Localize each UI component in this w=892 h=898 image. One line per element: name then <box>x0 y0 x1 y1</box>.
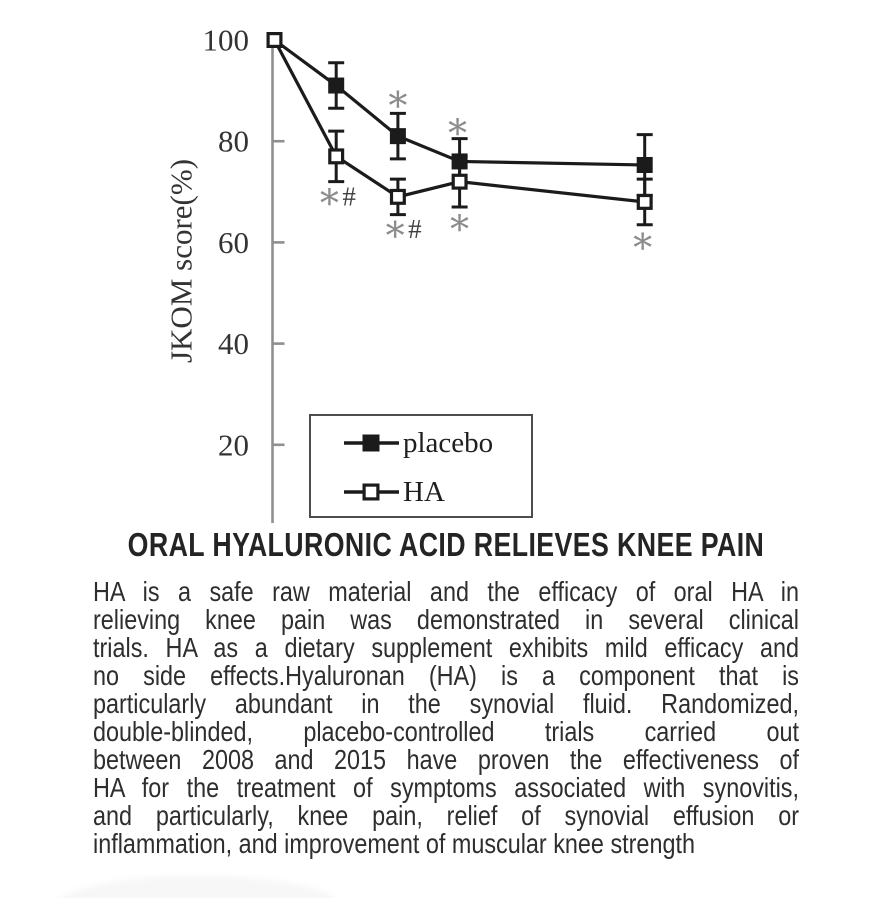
series-ha <box>266 31 653 227</box>
body-line: inflammation, and improvement of muscula… <box>93 828 695 859</box>
data-point-placebo <box>389 128 406 145</box>
body-line: HA for the treatment of symptoms associa… <box>93 772 799 803</box>
background-artifact <box>52 876 344 898</box>
body-line: trials. HA as a dietary supplement exhib… <box>93 632 799 663</box>
legend-entry-ha: HA <box>344 476 445 508</box>
legend-entry-placebo: placebo <box>344 427 493 459</box>
legend-label: placebo <box>403 427 493 459</box>
significance-marker: ∗ <box>447 202 473 244</box>
chart-canvas: 100 80 60 40 20 JKOM score(%) ∗ ∗ ∗# ∗# ∗ ∗ placebo H… <box>164 23 656 523</box>
body-line: HA is a safe raw material and the effica… <box>93 576 799 607</box>
y-tick-label: 80 <box>218 124 249 159</box>
y-tick-labels: 100 80 60 40 20 <box>203 23 250 463</box>
legend-label: HA <box>403 476 445 508</box>
data-point-ha <box>636 193 653 210</box>
significance-marker: ∗ <box>385 78 411 120</box>
legend-box <box>309 414 533 518</box>
legend-marker <box>362 483 380 501</box>
data-point-ha <box>451 173 468 190</box>
significance-marker: ∗# <box>382 208 422 250</box>
body-line: no side effects.Hyaluronan (HA) is a com… <box>93 660 799 691</box>
data-point-placebo <box>636 156 653 173</box>
data-point-ha <box>389 188 406 205</box>
y-axis-title: JKOM score(%) <box>164 159 199 363</box>
jkom-score-chart: 100 80 60 40 20 JKOM score(%) ∗ ∗ ∗# ∗# ∗ ∗ placebo H… <box>164 23 656 523</box>
y-tick-label: 100 <box>203 23 250 58</box>
data-point-ha <box>266 31 283 48</box>
significance-annotations: ∗ ∗ ∗# ∗# ∗ ∗ <box>317 78 656 262</box>
article-body: HA is a safe raw material and the effica… <box>93 578 799 858</box>
body-line: and particularly, knee pain, relief of s… <box>93 800 799 831</box>
y-tick-label: 20 <box>218 427 249 462</box>
significance-marker: ∗# <box>317 175 357 217</box>
article-title-wrap: ORAL HYALURONIC ACID RELIEVES KNEE PAIN <box>0 524 892 566</box>
y-tick-label: 40 <box>218 326 249 361</box>
legend: placebo HA <box>309 414 533 518</box>
body-line: particularly abundant in the synovial fl… <box>93 688 799 719</box>
y-tick-label: 60 <box>218 225 249 260</box>
data-point-placebo <box>328 77 345 94</box>
body-line: relieving knee pain was demonstrated in … <box>93 604 799 635</box>
body-line: between 2008 and 2015 have proven the ef… <box>93 744 799 775</box>
y-axis <box>271 38 285 523</box>
data-point-ha <box>328 148 345 165</box>
article-title: ORAL HYALURONIC ACID RELIEVES KNEE PAIN <box>127 526 765 563</box>
legend-marker <box>362 434 380 452</box>
body-line: double-blinded, placebo-controlled trial… <box>93 716 799 747</box>
significance-marker: ∗ <box>445 105 471 147</box>
significance-marker: ∗ <box>630 220 656 262</box>
